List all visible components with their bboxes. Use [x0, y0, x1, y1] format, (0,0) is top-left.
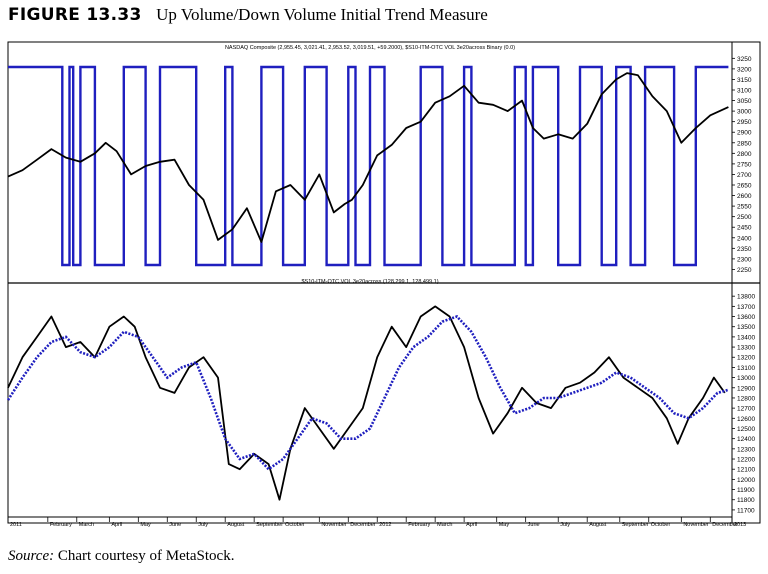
bottom-panel-y-tick-label: 12700: [737, 406, 755, 413]
bottom-panel-y-tick-label: 12000: [737, 477, 755, 484]
x-tick-label: March: [437, 522, 452, 528]
top-panel-y-tick-label: 3050: [737, 98, 752, 105]
nasdaq-price-line: [7, 72, 729, 243]
x-tick-label: 2012: [379, 522, 391, 528]
indicator-line: [7, 305, 726, 501]
top-panel-y-tick-label: 2450: [737, 225, 752, 232]
top-panel-y-tick-label: 3100: [737, 88, 752, 95]
bottom-panel-y-tick-label: 12400: [737, 436, 755, 443]
x-tick-label: December: [350, 522, 376, 528]
bottom-panel-y-tick-label: 11800: [737, 497, 755, 504]
bottom-panel-y-tick-label: 12300: [737, 446, 755, 453]
figure-number: FIGURE 13.33: [8, 5, 142, 25]
source-text: Chart courtesy of MetaStock.: [57, 548, 235, 564]
x-tick-label: June: [528, 522, 540, 528]
x-tick-label: December: [712, 522, 738, 528]
x-tick-label: July: [560, 522, 570, 528]
top-panel-y-tick-label: 2350: [737, 246, 752, 253]
x-tick-label: September: [256, 522, 283, 528]
top-panel-y-tick-label: 3200: [737, 66, 752, 73]
figure-caption: Up Volume/Down Volume Initial Trend Meas…: [156, 5, 488, 24]
bottom-panel-y-tick-label: 12200: [737, 457, 755, 464]
bottom-panel-y-tick-label: 13600: [737, 314, 755, 321]
x-tick-label: July: [198, 522, 208, 528]
x-tick-label: November: [683, 522, 709, 528]
bottom-panel-y-tick-label: 12500: [737, 426, 755, 433]
source-label: Source:: [8, 548, 55, 564]
figure-title: FIGURE 13.33 Up Volume/Down Volume Initi…: [8, 5, 488, 29]
top-panel-y-tick-label: 2250: [737, 267, 752, 274]
top-panel-y-tick-label: 2400: [737, 235, 752, 242]
bottom-panel-y-tick-label: 13300: [737, 345, 755, 352]
bottom-panel-y-tick-label: 13400: [737, 334, 755, 341]
x-tick-label: May: [140, 522, 151, 528]
indicator-panel: $S10-ITM-OTC VOL 3e20across (128,299.1, …: [6, 279, 755, 528]
x-tick-label: February: [408, 522, 430, 528]
top-panel-y-tick-label: 3250: [737, 56, 752, 63]
price-panel: NASDAQ Composite (2,955.45, 3,021.41, 2,…: [7, 45, 752, 274]
bottom-panel-y-tick-label: 11700: [737, 507, 755, 514]
bottom-panel-y-tick-label: 12800: [737, 395, 755, 402]
top-panel-y-tick-label: 3000: [737, 109, 752, 116]
top-panel-y-tick-label: 2800: [737, 151, 752, 158]
x-tick-label: April: [111, 522, 122, 528]
bottom-panel-y-tick-label: 12900: [737, 385, 755, 392]
x-tick-label: April: [466, 522, 477, 528]
x-tick-label: November: [321, 522, 347, 528]
x-tick-label: August: [589, 522, 607, 528]
bottom-panel-y-tick-label: 12100: [737, 467, 755, 474]
top-panel-y-tick-label: 2550: [737, 204, 752, 211]
bottom-panel-y-tick-label: 13100: [737, 365, 755, 372]
x-tick-label: May: [499, 522, 510, 528]
x-tick-label: March: [79, 522, 94, 528]
top-panel-y-tick-label: 2500: [737, 214, 752, 221]
top-panel-y-tick-label: 2750: [737, 161, 752, 168]
x-tick-label: September: [622, 522, 649, 528]
top-panel-y-tick-label: 2950: [737, 119, 752, 126]
x-tick-label: 2011: [10, 522, 22, 528]
moving-average-line: [6, 314, 729, 471]
top-panel-y-tick-label: 2850: [737, 140, 752, 147]
x-tick-label: June: [169, 522, 181, 528]
top-panel-y-tick-label: 2600: [737, 193, 752, 200]
top-panel-y-tick-label: 2700: [737, 172, 752, 179]
top-panel-y-tick-label: 3150: [737, 77, 752, 84]
top-panel-y-tick-label: 2900: [737, 130, 752, 137]
bottom-panel-y-tick-label: 13500: [737, 324, 755, 331]
top-panel-title: NASDAQ Composite (2,955.45, 3,021.41, 2,…: [225, 45, 515, 51]
bottom-panel-y-tick-label: 13200: [737, 355, 755, 362]
bottom-panel-y-tick-label: 13700: [737, 304, 755, 311]
x-tick-label: October: [651, 522, 671, 528]
chart-frames: [7, 41, 761, 524]
x-tick-label: February: [50, 522, 72, 528]
bottom-panel-y-tick-label: 12600: [737, 416, 755, 423]
top-panel-y-tick-label: 2300: [737, 256, 752, 263]
source-line: Source: Chart courtesy of MetaStock.: [8, 548, 234, 565]
bottom-panel-y-tick-label: 13800: [737, 294, 755, 301]
top-panel-y-tick-label: 2650: [737, 183, 752, 190]
bottom-panel-y-tick-label: 13000: [737, 375, 755, 382]
binary-signal-line: [8, 65, 729, 267]
bottom-panel-y-tick-label: 11900: [737, 487, 755, 494]
x-tick-label: October: [285, 522, 305, 528]
x-tick-label: 2013: [734, 522, 746, 528]
x-tick-label: August: [227, 522, 245, 528]
bottom-panel-title: $S10-ITM-OTC VOL 3e20across (128,299.1, …: [301, 279, 438, 285]
